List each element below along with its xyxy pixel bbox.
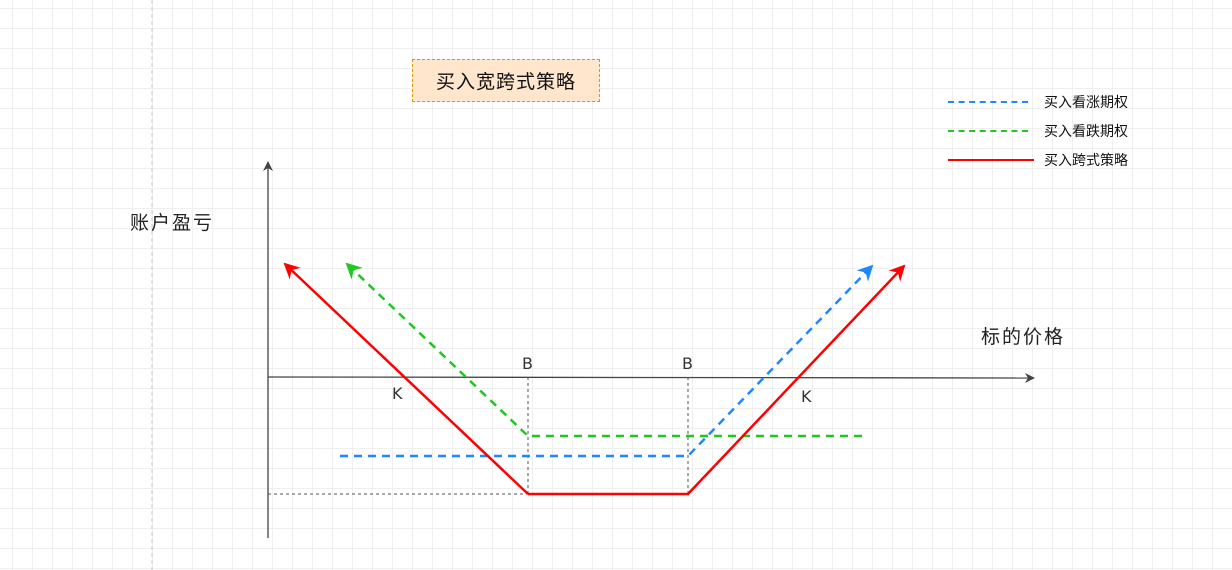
legend-item-call: 买入看涨期权	[948, 92, 1128, 112]
legend-label-call: 买入看涨期权	[1044, 95, 1128, 111]
put-payoff-line	[345, 262, 862, 438]
legend-swatch-put	[948, 130, 1028, 132]
legend-item-strategy: 买入跨式策略	[948, 150, 1128, 170]
legend-swatch-strategy	[948, 159, 1034, 161]
strategy-payoff-line-right	[528, 264, 906, 496]
b-left-label: B	[522, 354, 533, 373]
legend-label-strategy: 买入跨式策略	[1044, 153, 1128, 169]
b-right-label: B	[682, 354, 693, 373]
legend-item-put: 买入看跌期权	[948, 121, 1128, 141]
legend-swatch-call	[948, 101, 1028, 103]
diagram-title: 买入宽跨式策略	[412, 59, 600, 102]
strategy-payoff-line-left	[283, 262, 529, 495]
k-right-label: K	[801, 387, 812, 406]
k-left-label: K	[392, 384, 403, 403]
y-axis-label: 账户盈亏	[130, 212, 215, 234]
x-axis-label: 标的价格	[981, 326, 1066, 348]
call-payoff-line	[340, 264, 874, 458]
legend-label-put: 买入看跌期权	[1044, 124, 1128, 140]
x-axis	[267, 372, 1035, 383]
